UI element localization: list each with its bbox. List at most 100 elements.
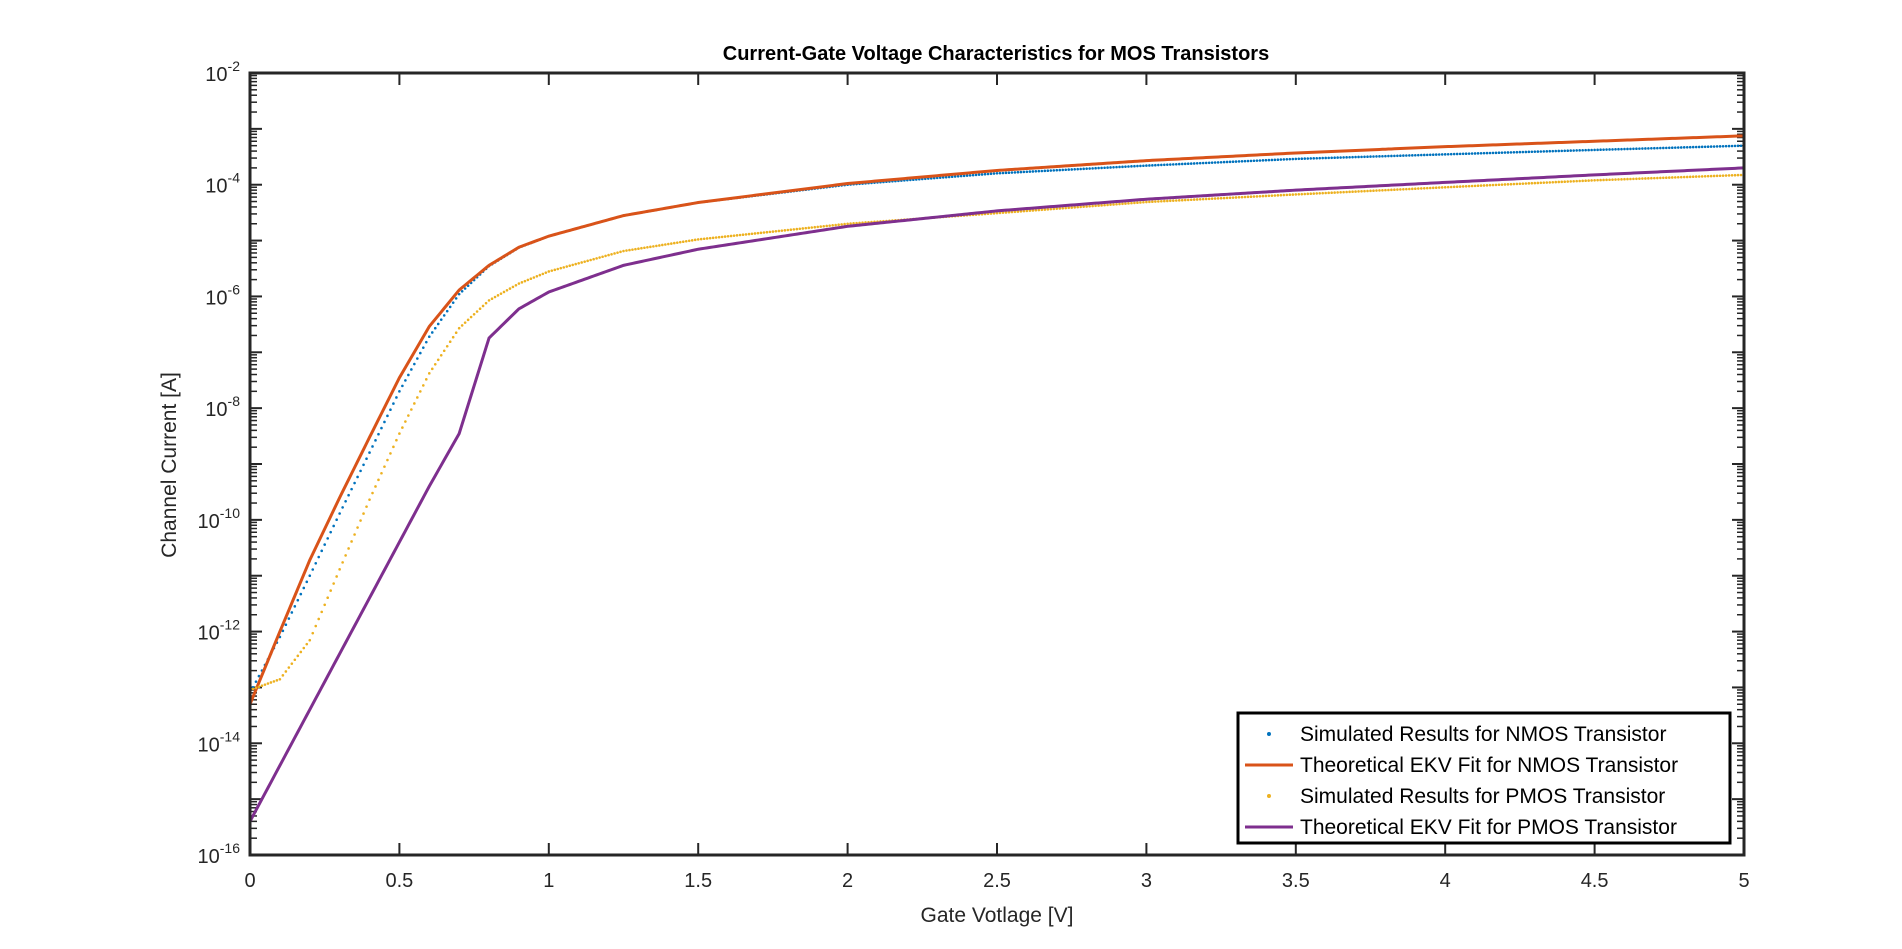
data-point [1288, 157, 1292, 161]
data-point [1073, 168, 1076, 171]
data-point [1342, 190, 1345, 194]
data-point [1724, 144, 1728, 148]
data-point [1019, 210, 1023, 213]
data-point [1638, 147, 1641, 150]
data-point [424, 340, 428, 344]
data-point [281, 674, 285, 677]
data-point [1473, 184, 1477, 188]
data-point [1252, 159, 1256, 163]
data-point [1476, 152, 1480, 155]
data-point [1049, 207, 1053, 211]
data-point [1569, 180, 1572, 183]
data-point [1079, 167, 1082, 171]
data-point [254, 686, 258, 690]
data-point [481, 304, 485, 308]
data-point [1276, 194, 1280, 197]
data-point [1315, 192, 1319, 195]
data-point [1160, 199, 1163, 203]
data-point [472, 312, 476, 316]
data-point [1309, 192, 1313, 196]
data-point [601, 255, 604, 259]
data-point [1629, 147, 1632, 151]
data-point [1055, 207, 1059, 210]
data-point [296, 654, 300, 658]
data-point [1079, 205, 1082, 209]
data-point [1297, 157, 1301, 161]
data-point [1330, 156, 1333, 160]
data-point [1536, 150, 1540, 153]
data-point [448, 340, 452, 344]
data-point [747, 232, 751, 236]
data-point [398, 390, 401, 393]
data-point [1608, 148, 1611, 151]
data-point [1533, 150, 1537, 153]
data-point [419, 351, 422, 355]
data-point [1267, 158, 1271, 162]
data-point [1557, 180, 1561, 184]
data-point [389, 408, 392, 412]
data-point [1345, 156, 1348, 159]
data-point [1464, 152, 1468, 156]
data-point [1497, 183, 1501, 187]
data-point [1736, 173, 1740, 177]
data-point [1408, 154, 1411, 157]
data-point [1566, 180, 1570, 183]
data-point [362, 463, 365, 467]
data-point [284, 670, 288, 673]
data-point [1676, 175, 1680, 179]
x-tick-label: 5 [1738, 870, 1749, 892]
data-point [1554, 149, 1558, 153]
data-point [389, 452, 392, 455]
data-point [1330, 191, 1333, 195]
data-point [281, 629, 285, 633]
data-point [275, 679, 279, 682]
data-point [1563, 149, 1567, 153]
data-point [299, 650, 303, 654]
data-point [675, 241, 679, 244]
data-point [1234, 196, 1238, 199]
data-point [1431, 153, 1435, 156]
data-point [526, 278, 530, 282]
data-point [1572, 179, 1575, 183]
data-point [696, 238, 700, 241]
data-point [296, 598, 300, 602]
data-point [1333, 191, 1336, 194]
data-point [1593, 148, 1596, 152]
data-point [714, 236, 718, 239]
data-point [759, 231, 763, 235]
y-tick-labels: 10-16 10-14 10-12 10-10 10-8 10-6 10-4 10-2 [198, 58, 241, 868]
data-point [1596, 148, 1599, 152]
data-point [1662, 146, 1665, 150]
data-point [1360, 155, 1363, 159]
data-point [1706, 145, 1710, 148]
data-point [1366, 189, 1369, 193]
data-point [846, 222, 849, 226]
x-tick-label: 3.5 [1282, 870, 1310, 892]
data-point [1452, 152, 1456, 156]
data-point [1031, 170, 1035, 173]
data-point [1351, 190, 1354, 194]
legend: Simulated Results for NMOS Transistor The… [1236, 711, 1732, 845]
data-point [541, 272, 545, 276]
data-point [1261, 194, 1265, 198]
data-point [1411, 154, 1414, 157]
data-point [1434, 186, 1438, 189]
data-point [1109, 166, 1112, 169]
data-point [968, 174, 972, 177]
data-point [1497, 151, 1501, 155]
data-point [1446, 152, 1450, 156]
data-point [490, 297, 494, 300]
data-point [1518, 182, 1522, 186]
data-point [1443, 153, 1447, 156]
data-point [705, 237, 709, 240]
data-point [1324, 191, 1327, 195]
data-point [1166, 163, 1169, 166]
series-points-0 [248, 144, 1746, 695]
data-point [1028, 209, 1032, 212]
data-point [1064, 206, 1068, 210]
data-point [1252, 195, 1256, 198]
data-point [1121, 165, 1124, 169]
data-point [1599, 148, 1602, 152]
data-point [1602, 178, 1605, 182]
data-point [699, 237, 703, 241]
